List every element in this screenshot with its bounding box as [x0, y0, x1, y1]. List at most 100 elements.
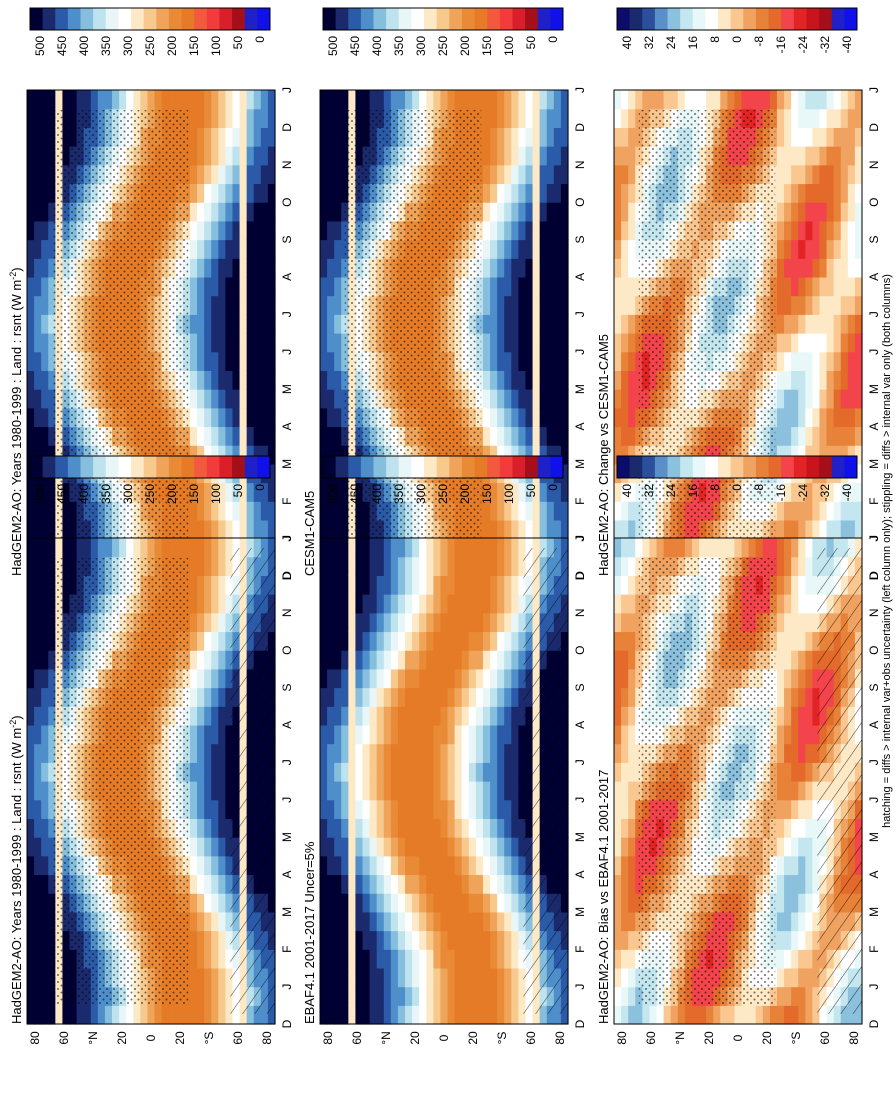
heat-cell — [225, 333, 234, 353]
heat-cell — [211, 276, 219, 297]
heat-cell — [454, 818, 463, 838]
heat-cell — [412, 706, 420, 726]
lat-tick-label: 60 — [57, 1031, 71, 1045]
heat-cell — [433, 594, 442, 614]
heat-cell — [119, 1005, 127, 1025]
heat-cell — [232, 127, 241, 147]
heat-cell — [41, 351, 49, 371]
heat-cell — [383, 538, 392, 558]
heat-cell — [497, 239, 505, 259]
heat-cell — [812, 351, 821, 371]
heat-cell — [614, 220, 622, 241]
heat-cell — [239, 220, 248, 241]
heat-cell — [27, 538, 35, 558]
heat-cell — [41, 949, 49, 969]
heat-cell — [41, 183, 49, 203]
heat-cell — [560, 164, 569, 185]
heat-cell — [225, 594, 234, 614]
heat-cell — [419, 575, 427, 595]
heat-cell — [334, 556, 342, 576]
colorbar-swatch — [781, 8, 795, 30]
colorbar-swatch — [768, 8, 782, 30]
colorbar-swatch — [156, 8, 170, 30]
heat-cell — [27, 426, 35, 446]
heat-cell — [826, 146, 835, 166]
colorbar-swatch — [219, 8, 233, 30]
heat-cell — [218, 445, 226, 465]
heat-cell — [204, 575, 212, 595]
heat-cell — [232, 445, 241, 465]
heat-cell — [204, 781, 212, 801]
heat-cell — [628, 799, 636, 819]
heat-cell — [426, 556, 434, 576]
heat-cell — [433, 743, 442, 763]
heat-cell — [553, 370, 562, 390]
heat-cell — [362, 1005, 371, 1025]
heat-cell — [334, 220, 342, 241]
heat-cell — [497, 799, 505, 819]
colorbar-swatch — [67, 8, 82, 30]
heat-cell — [34, 986, 42, 1006]
heat-cell — [126, 1005, 134, 1025]
heat-cell — [341, 724, 349, 745]
heat-cell — [267, 445, 276, 465]
heat-cell — [348, 687, 357, 707]
heat-cell — [511, 575, 519, 595]
heat-cell — [454, 893, 463, 913]
heat-cell — [553, 426, 562, 446]
heat-cell — [211, 556, 219, 576]
heat-cell — [819, 426, 828, 446]
heat-cell — [168, 538, 177, 558]
heat-cell — [482, 575, 491, 595]
heat-cell — [525, 258, 534, 278]
heat-cell — [362, 762, 371, 782]
heat-cell — [490, 127, 498, 147]
heat-cell — [119, 538, 127, 558]
heat-cell — [490, 314, 498, 334]
heat-cell — [525, 333, 534, 353]
heat-cell — [239, 370, 248, 390]
heat-cell — [468, 743, 477, 763]
month-tick-label: J — [280, 311, 294, 317]
month-tick-label: J — [573, 535, 587, 541]
heat-cell — [614, 258, 622, 278]
colorbar-swatch — [806, 8, 820, 30]
heat-cell — [225, 706, 234, 726]
heat-cell — [482, 445, 491, 465]
heat-cell — [784, 146, 792, 166]
heat-cell — [532, 220, 541, 241]
heat-cell — [218, 314, 226, 334]
heat-cell — [341, 706, 349, 726]
heat-cell — [239, 202, 248, 222]
heat-cell — [621, 799, 629, 819]
heat-cell — [126, 90, 134, 110]
heat-cell — [833, 164, 842, 185]
heat-cell — [426, 650, 434, 670]
colorbar-swatch — [105, 456, 119, 478]
heat-cell — [62, 1005, 71, 1025]
heat-cell — [204, 668, 212, 689]
heat-cell — [518, 127, 527, 147]
heat-cell — [197, 314, 205, 334]
heat-cell — [468, 967, 477, 988]
heat-cell — [211, 314, 219, 334]
heat-cell — [225, 538, 234, 558]
heat-cell — [490, 986, 498, 1006]
heat-cell — [497, 930, 505, 950]
heat-cell — [518, 724, 527, 745]
heat-cell — [412, 781, 420, 801]
heat-cell — [447, 949, 456, 969]
heat-cell — [211, 930, 219, 950]
heat-cell — [341, 650, 349, 670]
heat-cell — [426, 893, 434, 913]
colorbar-tick-label: 300 — [414, 36, 428, 56]
heat-cell — [798, 519, 806, 540]
heat-cell — [791, 108, 799, 128]
heat-cell — [189, 837, 198, 857]
colorbar-swatch — [219, 456, 233, 478]
heat-cell — [560, 146, 569, 166]
heat-cell — [819, 389, 828, 409]
heat-cell — [784, 258, 792, 278]
title-superscript: -2 — [8, 720, 18, 728]
heat-cell — [41, 426, 49, 446]
